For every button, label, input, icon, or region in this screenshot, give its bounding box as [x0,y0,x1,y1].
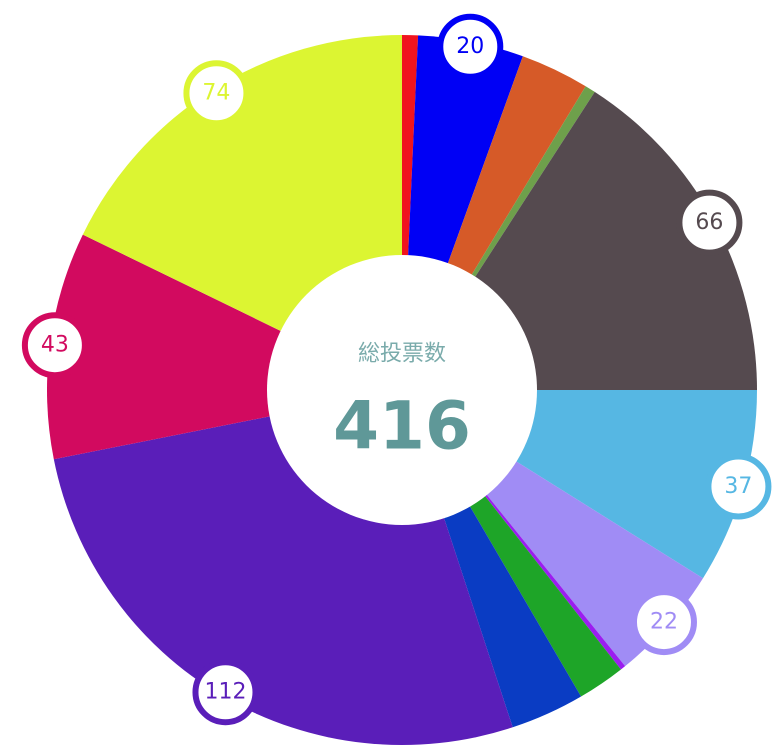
center-value: 416 [333,388,471,465]
label-badge [192,659,259,726]
center-title: 総投票数 [358,342,446,367]
label-badge [676,189,743,256]
donut-hole [267,255,537,525]
label-badge [183,60,250,127]
labels: 20 66 37 22 112 43 74 [21,13,772,726]
value-label: 37 [724,474,752,499]
label-badge [705,453,772,520]
value-label: 74 [202,81,230,106]
value-label: 22 [650,610,678,635]
label-badge [21,312,88,379]
value-label: 112 [204,680,246,705]
value-label: 66 [695,210,723,235]
value-label: 20 [456,34,484,59]
label-badge [437,13,504,80]
label-badge [630,589,697,656]
value-label: 43 [41,333,69,358]
